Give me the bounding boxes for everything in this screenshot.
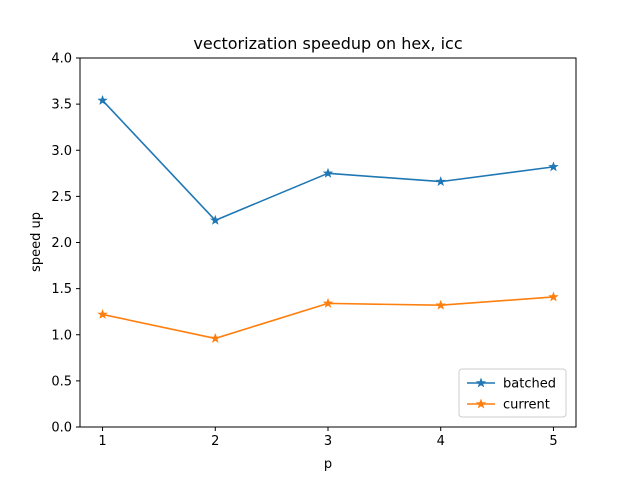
plot-area: 1 2 3 4 5 0.0 0.5 1.0 1.5 2.0 2.5 3.0 3.5 4.0: [51, 52, 577, 449]
x-tick-label-1: 1: [98, 434, 106, 449]
legend-label-batched: batched: [503, 377, 556, 392]
y-tick-label-0.0: 0.0: [51, 421, 72, 436]
x-tick-label-3: 3: [324, 434, 332, 449]
point-current-3: [322, 297, 334, 308]
point-batched-4: [435, 176, 446, 187]
legend-box: [458, 368, 567, 418]
point-current-2: [210, 332, 221, 343]
point-batched-3: [322, 167, 334, 178]
y-axis-label: speed up: [29, 212, 44, 272]
legend-marker-current: [475, 398, 487, 409]
y-tick-label-2.0: 2.0: [51, 236, 72, 251]
x-tick-label-2: 2: [211, 434, 219, 449]
point-batched-2: [210, 214, 221, 225]
point-current-4: [435, 299, 446, 310]
chart-title: vectorization speedup on hex, icc: [193, 34, 462, 53]
legend-marker-batched: [475, 377, 487, 388]
point-current-1: [97, 308, 108, 319]
y-tick-label-1.5: 1.5: [51, 282, 72, 297]
x-tick-label-5: 5: [549, 434, 557, 449]
plot-frame: [79, 57, 577, 428]
y-tick-label-1.0: 1.0: [51, 328, 72, 343]
y-tick-label-2.5: 2.5: [51, 190, 72, 205]
point-batched-5: [548, 161, 559, 172]
y-tick-label-4.0: 4.0: [51, 52, 72, 67]
point-batched-1: [97, 94, 108, 105]
legend-label-current: current: [503, 398, 550, 413]
point-current-5: [548, 291, 559, 302]
y-tick-label-0.5: 0.5: [51, 374, 72, 389]
y-tick-label-3.0: 3.0: [51, 144, 72, 159]
x-axis-label: p: [324, 457, 332, 472]
legend: batched current: [458, 368, 567, 418]
x-tick-label-4: 4: [437, 434, 445, 449]
y-tick-label-3.5: 3.5: [51, 98, 72, 113]
